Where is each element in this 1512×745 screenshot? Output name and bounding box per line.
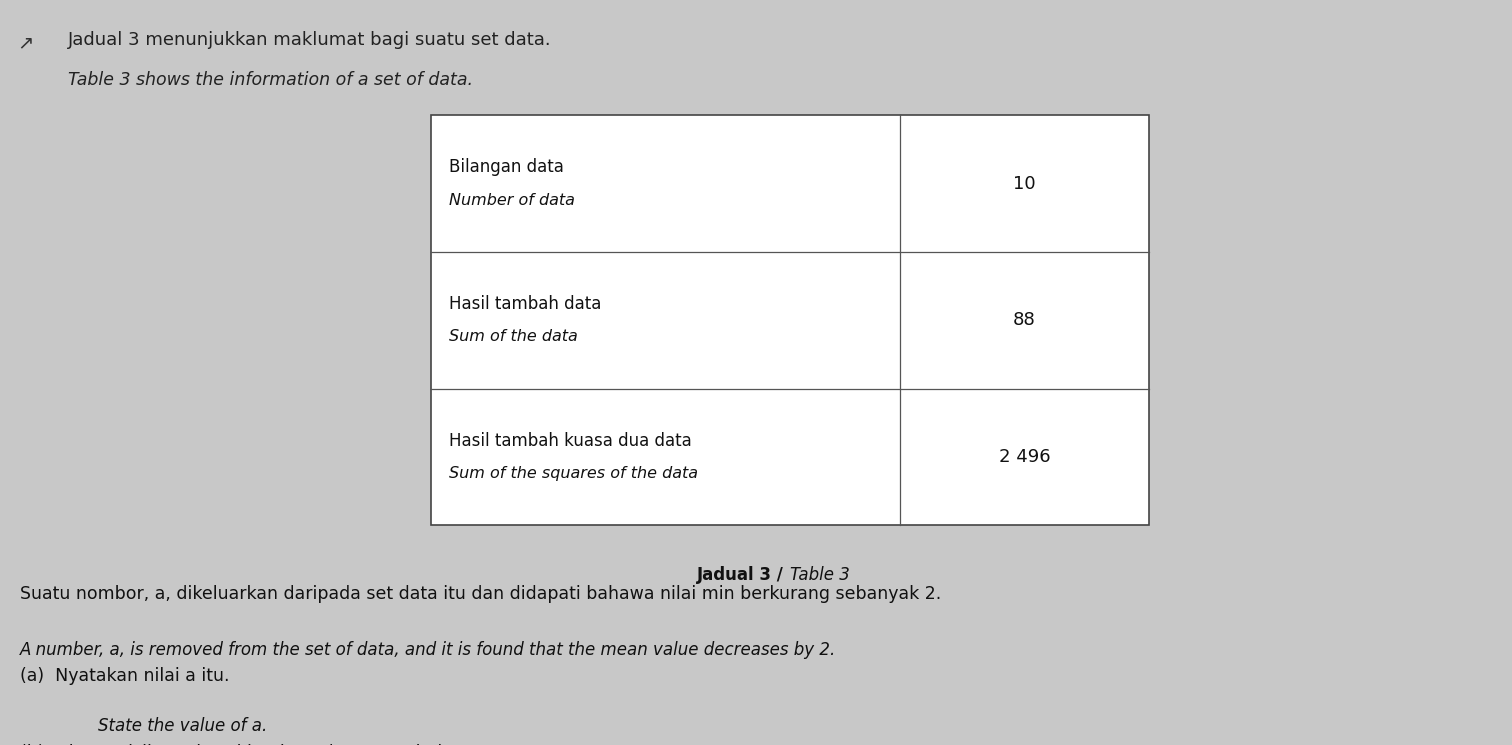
Bar [431, 115, 1149, 525]
Text: (b)  Hitung sisihan piawai bagi set data yang baharu.: (b) Hitung sisihan piawai bagi set data … [20, 744, 482, 745]
Text: 88: 88 [1013, 311, 1036, 329]
Text: Sum of the data: Sum of the data [449, 329, 578, 344]
Text: Hasil tambah kuasa dua data: Hasil tambah kuasa dua data [449, 431, 692, 449]
Text: Table 3: Table 3 [789, 566, 850, 584]
Text: (a)  Nyatakan nilai a itu.: (a) Nyatakan nilai a itu. [20, 667, 230, 685]
Text: Table 3 shows the information of a set of data.: Table 3 shows the information of a set o… [68, 71, 473, 89]
Text: Suatu nombor, a, dikeluarkan daripada set data itu dan didapati bahawa nilai min: Suatu nombor, a, dikeluarkan daripada se… [20, 585, 940, 603]
Text: A number, a, is removed from the set of data, and it is found that the mean valu: A number, a, is removed from the set of … [20, 641, 836, 659]
Text: Bilangan data: Bilangan data [449, 159, 564, 177]
Text: ↗: ↗ [18, 34, 41, 53]
Text: Hasil tambah data: Hasil tambah data [449, 295, 602, 313]
Text: 2 496: 2 496 [998, 448, 1051, 466]
Text: State the value of a.: State the value of a. [98, 717, 268, 735]
Text: Jadual 3 /: Jadual 3 / [697, 566, 789, 584]
Text: Number of data: Number of data [449, 193, 575, 208]
Text: Jadual 3 menunjukkan maklumat bagi suatu set data.: Jadual 3 menunjukkan maklumat bagi suatu… [68, 31, 552, 49]
Text: Sum of the squares of the data: Sum of the squares of the data [449, 466, 699, 481]
Text: 10: 10 [1013, 175, 1036, 193]
